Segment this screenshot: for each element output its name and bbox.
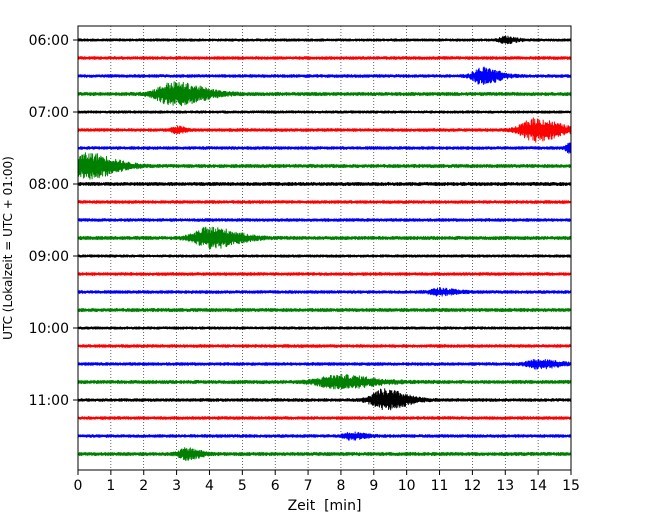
seismic-traces xyxy=(77,35,572,462)
trace-1000 xyxy=(77,326,572,330)
trace-1100 xyxy=(77,388,572,411)
x-axis-label: Zeit [min] xyxy=(288,498,362,514)
trace-0900 xyxy=(77,254,572,258)
x-tick-label: 5 xyxy=(238,478,247,494)
trace-0845 xyxy=(77,226,572,250)
trace-0815 xyxy=(77,200,572,204)
trace-0930 xyxy=(77,287,572,297)
x-tick-label: 9 xyxy=(369,478,378,494)
trace-0745 xyxy=(77,152,572,180)
y-tick-label: 07:00 xyxy=(29,105,69,121)
x-tick-label: 12 xyxy=(463,478,481,494)
trace-0615 xyxy=(77,56,572,60)
x-tick-label: 0 xyxy=(74,478,83,494)
x-tick-label: 14 xyxy=(529,478,547,494)
trace-0600 xyxy=(77,35,572,45)
y-tick-label: 10:00 xyxy=(29,321,69,337)
y-tick-label: 08:00 xyxy=(29,177,69,193)
x-tick-label: 13 xyxy=(496,478,514,494)
trace-0800 xyxy=(77,181,572,187)
trace-0830 xyxy=(77,218,572,222)
x-tick-label: 10 xyxy=(398,478,416,494)
x-tick-label: 7 xyxy=(304,478,313,494)
x-tick-label: 1 xyxy=(106,478,115,494)
trace-1045 xyxy=(77,374,572,390)
trace-0915 xyxy=(77,272,572,276)
x-tick-label: 6 xyxy=(271,478,280,494)
y-axis-ticks: 06:00 07:00 08:00 09:00 10:00 11:00 xyxy=(29,33,78,409)
x-tick-label: 4 xyxy=(205,478,214,494)
y-tick-label: 06:00 xyxy=(29,33,69,49)
trace-0630 xyxy=(77,66,572,86)
x-axis-ticks: 0 1 2 3 4 5 6 7 8 9 10 11 12 13 14 15 xyxy=(74,470,580,494)
x-tick-label: 11 xyxy=(431,478,449,494)
trace-0700 xyxy=(77,110,572,114)
trace-0730 xyxy=(77,142,572,154)
trace-0645 xyxy=(77,81,572,107)
x-tick-label: 8 xyxy=(336,478,345,494)
trace-1130 xyxy=(77,431,572,441)
x-tick-label: 3 xyxy=(172,478,181,494)
trace-1115 xyxy=(77,416,572,420)
trace-1015 xyxy=(77,344,572,348)
y-tick-label: 11:00 xyxy=(29,393,69,409)
y-axis-label: UTC (Lokalzeit = UTC + 01:00) xyxy=(1,156,15,340)
x-tick-label: 2 xyxy=(139,478,148,494)
x-tick-label: 15 xyxy=(562,478,580,494)
plot-frame xyxy=(77,25,572,471)
y-tick-label: 09:00 xyxy=(29,249,69,265)
trace-1030 xyxy=(77,358,572,370)
trace-0945 xyxy=(77,307,572,313)
trace-1145 xyxy=(77,447,572,462)
trace-0715 xyxy=(77,117,572,143)
